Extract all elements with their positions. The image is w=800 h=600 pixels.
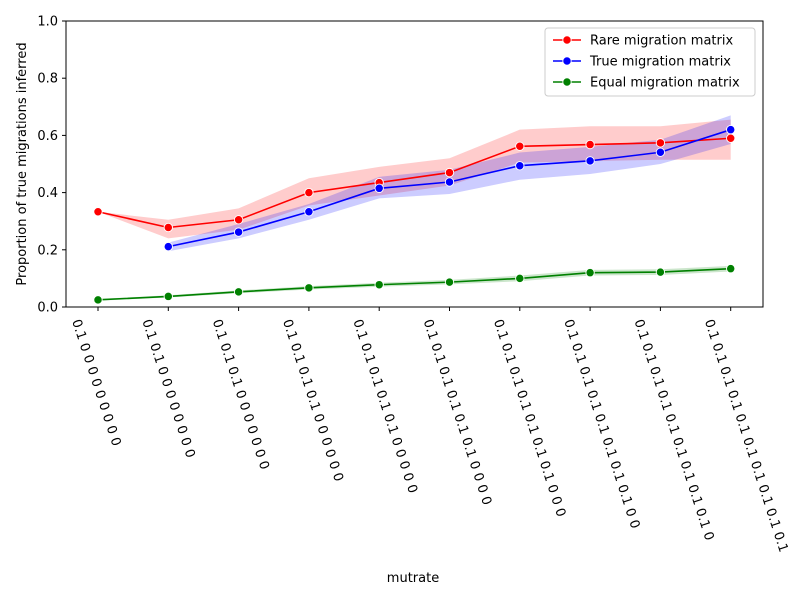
data-point	[304, 283, 314, 293]
legend: Rare migration matrix True migration matr…	[544, 27, 756, 97]
data-point	[163, 242, 173, 252]
series-line	[97, 267, 731, 301]
data-point	[374, 280, 384, 290]
data-point	[444, 167, 455, 178]
legend-label: True migration matrix	[589, 55, 731, 70]
data-point	[655, 147, 666, 157]
legend-label: Rare migration matrix	[590, 34, 733, 49]
data-point	[163, 291, 173, 302]
data-point	[515, 141, 525, 151]
x-axis-label: mutrate	[387, 571, 439, 586]
series-points	[93, 125, 736, 305]
data-point	[233, 215, 244, 225]
data-point	[726, 264, 736, 274]
data-point	[304, 187, 314, 198]
plot-frame	[65, 20, 764, 308]
data-point	[444, 177, 455, 187]
axes	[65, 20, 764, 308]
data-point	[726, 133, 736, 143]
data-point	[585, 139, 595, 150]
data-point	[374, 183, 384, 193]
legend-label: Equal migration matrix	[590, 76, 740, 91]
y-ticks: 0.0 0.2 0.4 0.6 0.8 1.0	[37, 15, 66, 316]
legend-box	[544, 27, 756, 97]
data-point	[655, 138, 666, 148]
data-point	[585, 156, 595, 166]
y-tick-label: 1.0	[37, 15, 58, 30]
y-tick-label: 0.8	[37, 72, 58, 87]
data-point	[515, 161, 525, 171]
legend-marker	[562, 56, 572, 66]
data-point	[444, 277, 455, 287]
data-point	[93, 207, 103, 217]
data-point	[585, 268, 595, 278]
data-point	[233, 227, 244, 237]
data-point	[726, 125, 736, 135]
y-tick-label: 0.6	[37, 129, 58, 144]
data-point	[655, 267, 666, 277]
y-tick-label: 0.2	[37, 243, 58, 258]
data-point	[233, 287, 244, 297]
y-tick-label: 0.4	[37, 186, 58, 201]
series-line	[97, 137, 731, 229]
y-axis-label: Proportion of true migrations inferred	[15, 42, 30, 285]
legend-marker	[562, 35, 572, 45]
data-point	[515, 273, 525, 284]
data-point	[163, 222, 173, 233]
legend-marker	[562, 77, 572, 87]
confidence-band	[98, 119, 731, 239]
data-point	[304, 207, 314, 217]
data-point	[93, 295, 103, 305]
y-tick-label: 0.0	[37, 301, 58, 316]
